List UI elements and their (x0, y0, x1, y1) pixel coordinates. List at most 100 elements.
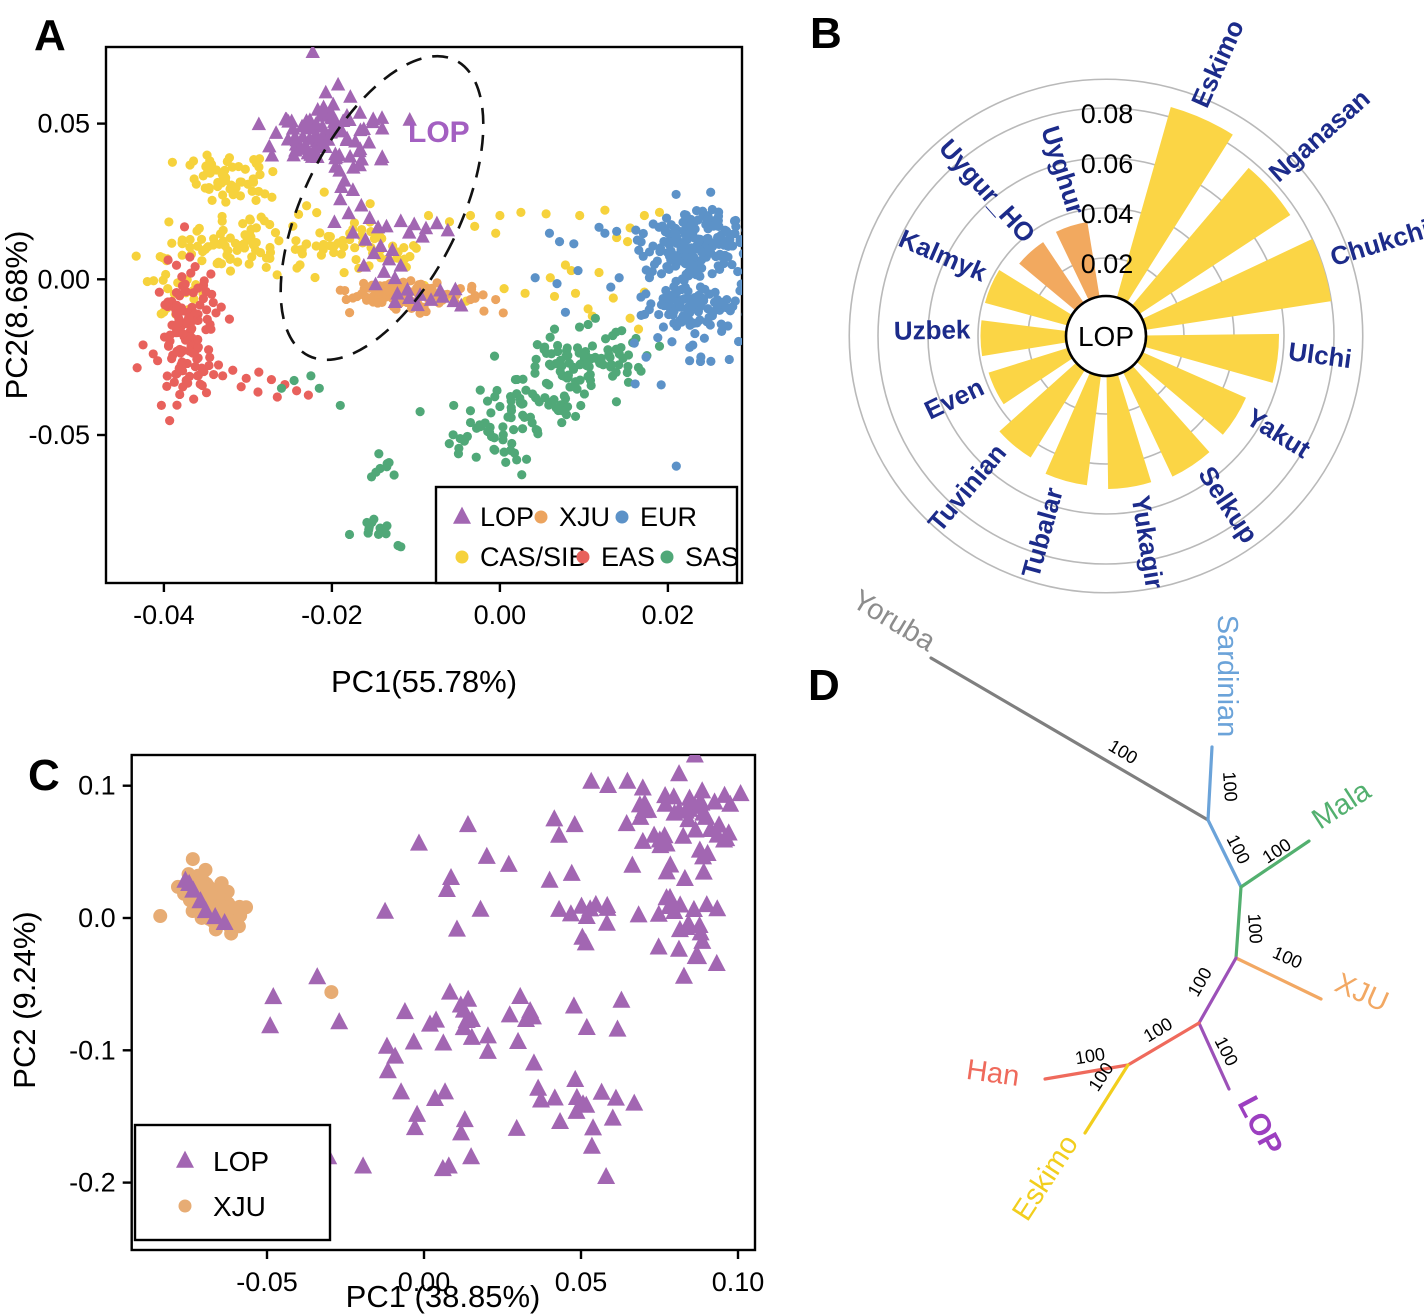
fst-bar-tuvinian (999, 355, 1091, 458)
legend-box (133, 1123, 332, 1242)
legend-label-xju: XJU (559, 502, 610, 532)
fst-bar-yakut (1128, 347, 1246, 435)
fst-bar-ulchi (1133, 333, 1279, 383)
series-lop (176, 755, 750, 1185)
plot-border (130, 753, 757, 1252)
bootstrap-value: 100 (1270, 942, 1306, 972)
fst-bar-uzbek (980, 320, 1078, 357)
series-lop (251, 47, 469, 312)
fst-bars (980, 106, 1332, 489)
polar-gridline (848, 78, 1364, 594)
panel-letter-d: D (808, 661, 840, 710)
fst-bar-kalmyk (984, 270, 1082, 329)
series-xju (153, 852, 339, 1000)
x-tick-label: -0.04 (133, 600, 195, 630)
legend-label-sas: SAS (685, 542, 739, 572)
x-tick-label: 0.00 (398, 1267, 451, 1297)
polar-center-label: LOP (1078, 321, 1134, 352)
tree-tip-label-han: Han (964, 1054, 1021, 1093)
y-tick-label: 0.05 (37, 109, 90, 139)
yoruba-branch (929, 656, 1210, 822)
y-tick-label: 0.00 (37, 264, 90, 294)
x-tick-label: 0.02 (642, 600, 695, 630)
fst-bar-tubalar (1045, 362, 1103, 486)
tree-tip-label-lop: LOP (1231, 1091, 1289, 1161)
bootstrap-value: 100 (1244, 913, 1266, 944)
bootstrap-value: 100 (1074, 1044, 1107, 1068)
population-label-even: Even (920, 372, 989, 426)
fst-bar-chukchi (1132, 238, 1332, 332)
series-sas (276, 313, 665, 552)
x-tick-label: -0.05 (236, 1267, 298, 1297)
population-label-uygur_ho: Uygur_HO (933, 133, 1041, 249)
fst-bar-yukagir (1106, 363, 1152, 489)
radial-axis-label: 0.04 (1081, 199, 1134, 229)
series-eas (132, 222, 313, 426)
fst-bar-even (988, 344, 1082, 405)
x-axis-title: PC1 (38.85%) (346, 1279, 541, 1314)
tree-tip-label-eskimo: Eskimo (1006, 1129, 1085, 1226)
population-label-selkup: Selkup (1192, 461, 1264, 549)
sardinian-branch (1206, 745, 1243, 889)
xju-branch (1234, 956, 1323, 1001)
han-branch (1043, 1021, 1201, 1081)
mala-branch (1234, 839, 1311, 960)
tree-tip-label-xju: XJU (1330, 967, 1393, 1019)
x-tick-label: 0.00 (474, 600, 527, 630)
lop-cluster-annotation: LOP (408, 116, 470, 149)
polar-gridline (877, 107, 1335, 565)
bootstrap-value: 100 (1259, 834, 1295, 867)
panel-letter-a: A (34, 11, 66, 60)
y-axis-title: PC2 (9.24%) (7, 911, 42, 1088)
y-tick-label: 0.0 (78, 903, 116, 933)
legend-label-xju: XJU (213, 1191, 266, 1222)
legend-label-cas-sib: CAS/SIB (480, 542, 587, 572)
legend-label-lop: LOP (480, 502, 534, 532)
x-axis-title: PC1(55.78%) (331, 664, 517, 699)
series-eur (530, 187, 742, 471)
x-tick-label: 0.10 (712, 1267, 765, 1297)
legend-panel-c: LOP XJU (133, 1123, 332, 1242)
polar-gridline (927, 157, 1285, 515)
population-label-eskimo: Eskimo (1185, 15, 1250, 112)
panel-letter-b: B (810, 9, 842, 58)
fst-bar-selkup (1118, 357, 1210, 477)
fst-bar-uyghur (1055, 222, 1102, 310)
fst-bar-eskimo (1113, 106, 1233, 312)
population-label-tubalar: Tubalar (1015, 484, 1068, 581)
radial-axis-label: 0.06 (1081, 149, 1134, 179)
fst-bar-uygur_ho (1019, 242, 1090, 318)
y-tick-label: -0.1 (69, 1035, 116, 1065)
y-tick-label: 0.1 (78, 771, 116, 801)
x-tick-label: -0.02 (301, 600, 363, 630)
panel-c-pca-plot: C -0.05 0.00 0.05 0.10 0.1 0.0 -0.1 -0.2 PC1 (38.… (7, 751, 765, 1314)
legend-label-eur: EUR (640, 502, 697, 532)
population-label-chukchi: Chukchi (1327, 213, 1424, 272)
population-label-nganasan: Nganasan (1263, 83, 1376, 188)
x-tick-label: 0.05 (555, 1267, 608, 1297)
radial-axis-label: 0.02 (1081, 249, 1134, 279)
panel-letter-c: C (28, 751, 60, 800)
population-label-yakut: Yakut (1241, 402, 1316, 464)
polar-center-circle (1064, 294, 1148, 378)
population-label-yukagir: Yukagir (1126, 493, 1170, 590)
scatter-points (153, 755, 750, 1185)
bootstrap-value: 100 (1211, 1033, 1242, 1069)
bootstrap-value: 100 (1219, 771, 1241, 802)
population-label-ulchi: Ulchi (1287, 336, 1354, 374)
legend-label-lop: LOP (213, 1146, 269, 1177)
y-axis-title: PC2(8.68%) (0, 231, 34, 400)
panel-a-pca-plot: A -0.04 -0.02 0.00 0.02 0.05 0.00 -0.05 PC1(55.7… (0, 11, 744, 699)
y-tick-label: -0.05 (28, 420, 90, 450)
legend-panel-a: LOP XJU EUR CAS/SIB EAS SAS (434, 485, 739, 585)
legend-box (434, 485, 739, 585)
bootstrap-value: 100 (1184, 964, 1216, 1000)
series-cas-sib (131, 150, 665, 334)
scatter-points (131, 47, 742, 552)
tree-tip-label-mala: Mala (1306, 774, 1377, 836)
y-tick-label: -0.2 (69, 1168, 116, 1198)
